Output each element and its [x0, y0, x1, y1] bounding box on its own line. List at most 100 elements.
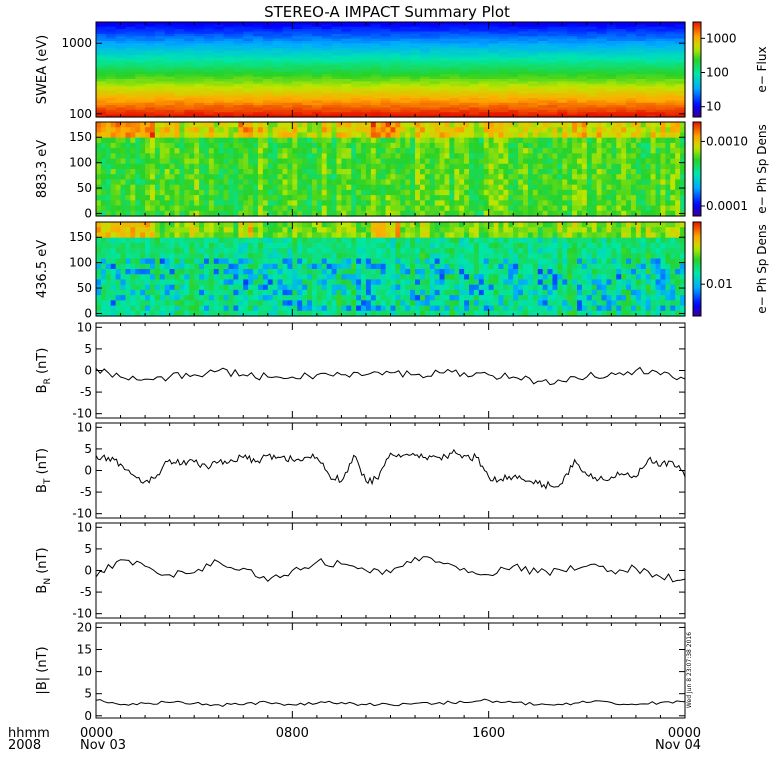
heatmap-cell [547, 57, 558, 61]
heatmap-cell [125, 127, 131, 134]
heatmap-cell [105, 279, 112, 286]
heatmap-cell [262, 109, 274, 113]
heatmap-cell [596, 41, 608, 44]
heatmap-cell [115, 279, 122, 286]
heatmap-cell [665, 88, 676, 92]
heatmap-cell [120, 263, 127, 270]
heatmap-cell [488, 169, 495, 175]
heatmap-cell [429, 205, 436, 212]
heatmap-cell [292, 200, 298, 207]
heatmap-cell [380, 98, 392, 101]
heatmap-cell [415, 158, 421, 165]
heatmap-cell [105, 29, 117, 33]
heatmap-cell [567, 62, 578, 66]
heatmap-cell [213, 31, 225, 35]
heatmap-cell [145, 210, 151, 217]
heatmap-cell [203, 195, 210, 201]
heatmap-cell [586, 122, 593, 128]
heatmap-cell [670, 153, 676, 160]
heatmap-cell [547, 55, 558, 59]
heatmap-cell [557, 163, 563, 170]
heatmap-cell [498, 31, 509, 35]
heatmap-cell [434, 137, 441, 144]
heatmap-cell [537, 22, 549, 25]
heatmap-cell [488, 137, 495, 144]
heatmap-cell [655, 55, 666, 59]
heatmap-cell [650, 153, 657, 160]
heatmap-cell [199, 200, 205, 207]
heatmap-cell [287, 195, 293, 201]
heatmap-cell [292, 55, 303, 59]
heatmap-cell [351, 98, 362, 101]
heatmap-cell [331, 189, 338, 196]
heatmap-cell [429, 148, 436, 154]
heatmap-cell [203, 205, 210, 212]
heatmap-cell [311, 100, 323, 104]
heatmap-cell [390, 93, 401, 97]
heatmap-cell [645, 184, 652, 191]
heatmap-cell [390, 142, 397, 149]
heatmap-cell [145, 90, 156, 94]
heatmap-cell [243, 142, 249, 149]
heatmap-cell [361, 26, 372, 30]
heatmap-cell [547, 127, 554, 134]
heatmap-cell [655, 205, 662, 212]
heatmap-cell [572, 210, 578, 217]
heatmap-cell [135, 60, 146, 63]
heatmap-cell [419, 195, 426, 201]
heatmap-cell [341, 62, 352, 66]
heatmap-cell [370, 86, 382, 90]
heatmap-cell [572, 174, 578, 181]
heatmap-cell [547, 62, 558, 66]
heatmap-cell [680, 137, 686, 144]
heatmap-cell [508, 100, 519, 104]
heatmap-cell [513, 122, 519, 128]
heatmap-cell [223, 86, 235, 90]
heatmap-cell [670, 127, 676, 134]
heatmap-cell [282, 41, 293, 44]
heatmap-cell [248, 189, 254, 196]
heatmap-cell [547, 41, 558, 44]
heatmap-cell [115, 305, 122, 312]
heatmap-cell [552, 189, 558, 196]
heatmap-cell [572, 132, 578, 139]
heatmap-cell [361, 79, 372, 82]
heatmap-cell [640, 137, 647, 144]
heatmap-cell [429, 153, 436, 160]
heatmap-cell [675, 102, 686, 106]
heatmap-cell [365, 174, 372, 181]
heatmap-cell [400, 36, 411, 40]
heatmap-cell [341, 55, 352, 59]
heatmap-cell [316, 210, 323, 217]
heatmap-cell [164, 95, 176, 99]
heatmap-cell [419, 86, 431, 90]
heatmap-cell [228, 122, 235, 128]
heatmap-cell [508, 210, 514, 217]
heatmap-cell [145, 29, 156, 33]
heatmap-cell [419, 48, 431, 52]
heatmap-cell [473, 210, 480, 217]
heatmap-cell [537, 100, 549, 104]
heatmap-cell [135, 169, 141, 175]
heatmap-cell [429, 189, 436, 196]
heatmap-cell [439, 41, 450, 44]
heatmap-cell [302, 57, 313, 61]
heatmap-cell [361, 142, 367, 149]
heatmap-cell [616, 43, 627, 47]
heatmap-cell [169, 200, 176, 207]
heatmap-cell [154, 195, 161, 201]
heatmap-cell [361, 74, 372, 78]
heatmap-cell [149, 289, 156, 296]
heatmap-cell [675, 205, 681, 212]
heatmap-cell [577, 105, 588, 109]
heatmap-cell [410, 122, 416, 128]
heatmap-cell [439, 127, 446, 134]
heatmap-cell [469, 22, 480, 25]
heatmap-cell [145, 76, 156, 80]
heatmap-cell [591, 210, 598, 217]
heatmap-cell [675, 43, 686, 47]
heatmap-cell [464, 174, 470, 181]
heatmap-cell [547, 69, 558, 73]
heatmap-cell [675, 105, 686, 109]
heatmap-cell [321, 163, 328, 170]
